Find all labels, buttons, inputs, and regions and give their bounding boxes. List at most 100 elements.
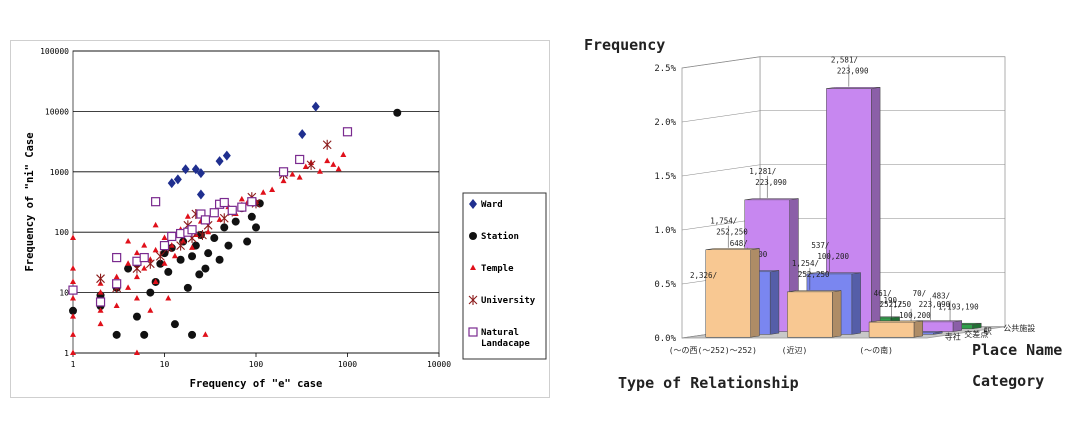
legend-label: Station [481,231,519,242]
point-natural-landscape [140,254,148,262]
bar [706,250,751,337]
z-series-label: 寺社 [945,332,961,342]
y-tick-label: 0.0% [654,334,676,344]
point-natural-landscape [161,242,169,250]
point-natural-landscape [97,298,105,306]
data-label: 1,281/ [749,167,776,176]
data-label: 252,250 [716,228,748,237]
x-axis-label: Frequency of "e" case [190,378,323,390]
point-station [140,331,148,339]
y-tick-label: 1 [64,349,69,358]
point-station [188,252,196,260]
y-tick-label: 1000 [50,168,69,177]
point-natural-landscape [344,128,352,136]
point-natural-landscape [280,168,288,176]
data-label: 100,200 [817,252,849,261]
z-series-label: 公共施設 [1003,323,1035,333]
point-station [224,242,232,250]
point-station [161,249,169,257]
x-tick-label: 10 [160,360,170,369]
point-station [210,234,218,242]
legend-label: Ward [481,200,503,210]
x-tick-label: 1000 [338,360,357,369]
point-natural-landscape [201,216,209,224]
point-natural-landscape [238,203,246,211]
point-station [133,313,141,321]
bar-side [751,248,760,337]
point-station [184,284,192,292]
point-station [113,331,121,339]
point-station [195,270,203,278]
point-natural-landscape [220,199,228,207]
x-tick-label: 100 [249,360,264,369]
point-station [232,218,240,226]
point-station [243,238,251,246]
point-station [252,223,260,231]
data-label: 100,200 [899,311,931,320]
point-natural-landscape [113,280,121,288]
y-tick-label: 10000 [45,107,69,116]
data-label-extra: 2,326/ [690,271,717,280]
legend-label: Landacape [481,339,530,349]
legend-label: Temple [481,264,514,274]
x-category-label: (近辺) [782,345,808,355]
z-axis-title-line2: Category [972,372,1044,390]
y-axis-title: Frequency [584,36,665,54]
bar [787,292,832,337]
point-natural-landscape [188,226,196,234]
point-station [393,109,401,117]
point-station [201,265,209,273]
bar3d-chart-panel: 0.0%0.5%1.0%1.5%2.0%2.5%1,608/1,193,1901… [572,0,1072,419]
bar3d-chart: 0.0%0.5%1.0%1.5%2.0%2.5%1,608/1,193,1901… [572,0,1072,419]
bar-side [852,273,861,335]
y-tick-label: 100000 [40,47,69,56]
x-category-label: (〜の西(〜252)〜252) [669,346,757,355]
data-label: 223,090 [837,67,869,76]
point-natural-landscape [69,286,77,294]
point-station [469,232,477,240]
x-axis-title: Type of Relationship [618,374,799,392]
data-label: 252,250 [880,300,912,309]
point-station [204,249,212,257]
bar-side [953,321,962,332]
point-station [146,289,154,297]
data-label: 1,754/ [710,217,737,226]
x-tick-label: 10000 [427,360,451,369]
data-label: 2,581/ [831,56,858,65]
y-axis-label: Frequency of "ni" Case [24,132,36,271]
point-natural-landscape [469,328,477,336]
point-natural-landscape [248,198,256,206]
point-station [220,223,228,231]
point-natural-landscape [168,232,176,240]
y-tick-label: 2.5% [654,64,676,74]
x-tick-label: 1 [71,360,76,369]
point-station [164,268,172,276]
data-label: 223,090 [755,178,787,187]
point-station [248,213,256,221]
data-label: 648/ [730,239,748,248]
point-natural-landscape [228,206,236,214]
bar-side [914,321,923,337]
x-category-label: (〜の南) [859,345,893,355]
point-natural-landscape [296,155,304,163]
data-label: 252,250 [798,270,830,279]
y-tick-label: 2.0% [654,118,676,128]
bar [869,322,914,337]
z-axis-title-line1: Place Name [972,341,1062,359]
bar-side [770,271,779,335]
point-station [171,320,179,328]
point-station [177,256,185,264]
bar-side [832,291,841,338]
data-label: 1,254/ [792,259,819,268]
y-tick-label: 1.5% [654,172,676,182]
point-station [188,331,196,339]
point-station [197,231,205,239]
point-natural-landscape [152,198,160,206]
legend-label: Natural [481,328,519,338]
y-tick-label: 10 [59,289,69,298]
legend-label: University [481,295,536,306]
y-tick-label: 0.5% [654,280,676,290]
data-label: 537/ [811,241,829,250]
